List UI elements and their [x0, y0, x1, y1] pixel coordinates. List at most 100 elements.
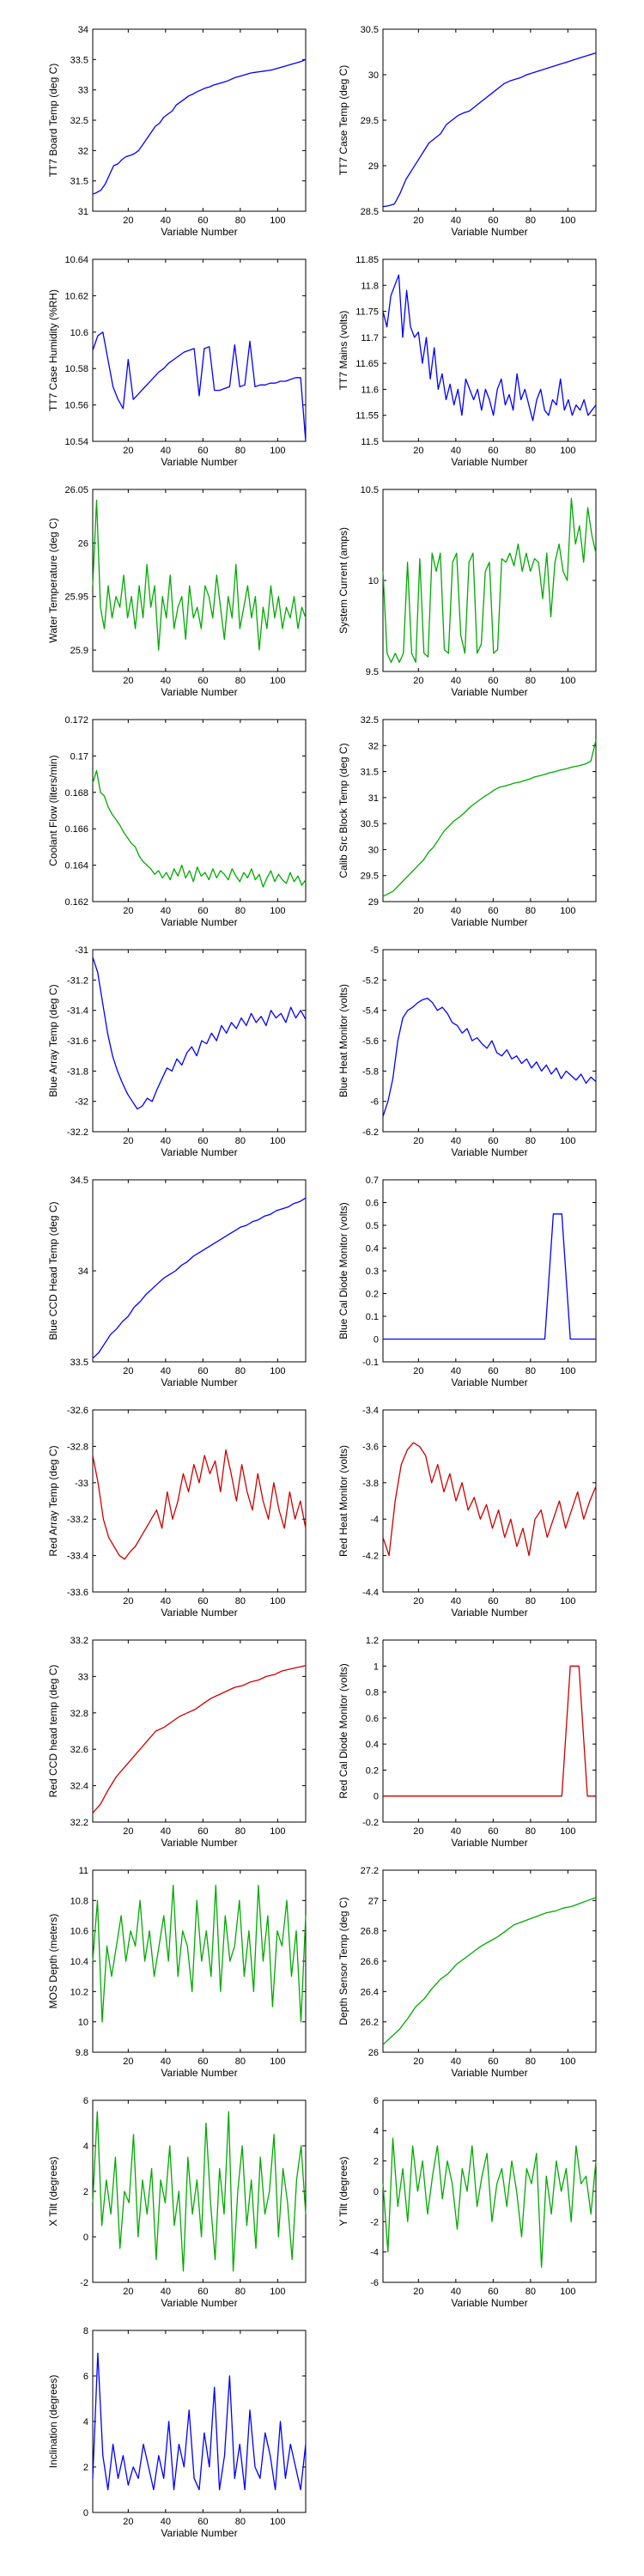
plot-frame	[92, 1179, 307, 1363]
x-tick-label: 60	[197, 1136, 208, 1146]
y-tick-label: -5.4	[362, 1006, 379, 1017]
y-tick-label: 10.58	[64, 364, 88, 374]
x-tick-label: 20	[123, 2517, 133, 2527]
series-line	[382, 274, 597, 422]
plot-frame	[92, 1869, 307, 2053]
chart-panel-13: -33.6 -33.4 -33.2 -33 -32.8 -32.6 20 40 60 80 100 V…	[47, 1406, 307, 1619]
y-tick-label: -5.8	[362, 1066, 379, 1077]
y-axis-label: Blue CCD Head Temp (deg C)	[47, 1201, 59, 1340]
y-tick-label: 10.6	[70, 1927, 88, 1937]
x-axis-label: Variable Number	[161, 2297, 237, 2309]
y-tick-label: 10	[368, 576, 379, 586]
plot-frame	[382, 1869, 597, 2053]
x-tick-label: 40	[451, 1136, 461, 1146]
y-tick-label: 0.8	[366, 1688, 379, 1698]
y-tick-label: 30	[368, 70, 379, 81]
x-tick-label: 80	[526, 1136, 536, 1146]
y-tick-label: -4	[370, 1515, 379, 1525]
y-tick-label: 26.4	[361, 1987, 379, 1997]
x-tick-label: 20	[413, 216, 423, 226]
x-tick-label: 60	[197, 1826, 208, 1837]
series-line	[382, 997, 597, 1117]
plot-frame	[382, 1409, 597, 1593]
y-tick-label: 32	[78, 146, 88, 156]
y-tick-label: -3.4	[362, 1406, 379, 1416]
y-tick-label: 0.6	[366, 1199, 379, 1209]
y-tick-label: 26.2	[361, 2018, 379, 2028]
chart-panel-21: 0 2 4 6 8 20 40 60 80 100 Variable Number Inclinati…	[47, 2326, 307, 2539]
x-tick-label: 60	[488, 2287, 498, 2297]
x-tick-label: 100	[560, 906, 575, 916]
y-tick-label: 26	[78, 538, 88, 549]
x-tick-label: 20	[123, 216, 133, 226]
series-line	[92, 1197, 307, 1359]
x-axis-label: Variable Number	[161, 1376, 237, 1388]
x-tick-label: 40	[161, 2287, 171, 2297]
y-tick-label: -32.2	[67, 1127, 88, 1138]
x-tick-label: 20	[123, 676, 133, 686]
x-tick-label: 100	[270, 1826, 285, 1837]
x-tick-label: 80	[235, 1366, 246, 1376]
y-tick-label: 11.7	[361, 333, 379, 343]
chart-panel-20: -6 -4 -2 0 2 4 6 20 40 60 80 100 Variable Number Y Ti…	[337, 2096, 597, 2309]
x-tick-label: 20	[413, 1366, 423, 1376]
y-tick-label: 29	[368, 161, 379, 172]
y-tick-label: 11.6	[361, 385, 379, 395]
x-axis-label: Variable Number	[161, 1837, 237, 1849]
y-tick-label: -32.8	[67, 1442, 88, 1452]
y-tick-label: -4.2	[362, 1552, 379, 1562]
y-tick-label: -32.6	[67, 1406, 88, 1416]
y-tick-label: 34	[78, 1267, 88, 1277]
x-tick-label: 80	[235, 1136, 246, 1146]
y-tick-label: 6	[374, 2096, 379, 2106]
y-tick-label: -31.8	[67, 1066, 88, 1077]
plot-frame	[92, 489, 307, 672]
series-line	[92, 499, 307, 651]
series-line	[92, 331, 307, 442]
y-axis-label: Depth Sensor Temp (deg C)	[337, 1897, 349, 2025]
x-tick-label: 40	[451, 676, 461, 686]
y-axis-label: Y Tilt (degrees)	[337, 2156, 349, 2226]
chart-panel-16: -0.2 0 0.2 0.4 0.6 0.8 1 1.2 20 40 60 80 100 Variable…	[337, 1636, 597, 1849]
x-tick-label: 60	[488, 1596, 498, 1607]
plot-frame	[92, 719, 307, 902]
series-line	[382, 497, 597, 664]
y-tick-label: 9.5	[366, 667, 379, 677]
y-tick-label: 25.95	[64, 592, 88, 603]
y-tick-label: 10.56	[64, 401, 88, 411]
y-tick-label: -4.4	[362, 1588, 379, 1598]
y-tick-label: -2	[80, 2278, 88, 2288]
x-tick-label: 40	[161, 676, 171, 686]
x-tick-label: 20	[413, 676, 423, 686]
y-tick-label: -31.4	[67, 1006, 88, 1017]
x-tick-label: 20	[123, 446, 133, 456]
x-tick-label: 40	[451, 1596, 461, 1607]
y-tick-label: 30.5	[361, 819, 379, 829]
y-tick-label: 10.2	[70, 1987, 88, 1997]
x-tick-label: 40	[451, 216, 461, 226]
x-tick-label: 60	[488, 1136, 498, 1146]
y-tick-label: -31	[75, 945, 88, 956]
y-tick-label: -3.8	[362, 1479, 379, 1489]
x-tick-label: 100	[270, 1366, 285, 1376]
y-tick-label: 6	[83, 2096, 88, 2106]
x-tick-label: 40	[451, 1366, 461, 1376]
y-tick-label: 4	[83, 2142, 88, 2152]
series-line	[382, 740, 597, 897]
x-tick-label: 20	[123, 1596, 133, 1607]
chart-panel-14: -4.4 -4.2 -4 -3.8 -3.6 -3.4 20 40 60 80 100 Variabl…	[337, 1406, 597, 1619]
x-tick-label: 100	[270, 446, 285, 456]
y-tick-label: 9.8	[76, 2048, 88, 2058]
x-tick-label: 40	[451, 1826, 461, 1837]
chart-panel-2: 28.5 29 29.5 30 30.5 20 40 60 80 100 Variable Numb…	[337, 25, 597, 238]
chart-panel-17: 9.8 10 10.2 10.4 10.6 10.8 11 20 40 60 80 100 Variab…	[47, 1866, 307, 2079]
x-tick-label: 60	[488, 676, 498, 686]
y-tick-label: -0.1	[362, 1358, 379, 1368]
y-tick-label: -6	[370, 2278, 379, 2288]
y-axis-label: MOS Depth (meters)	[47, 1914, 59, 2009]
y-tick-label: 33	[78, 1672, 88, 1682]
x-tick-label: 100	[560, 2287, 575, 2297]
y-tick-label: 32.8	[70, 1709, 88, 1719]
x-axis-label: Variable Number	[451, 2067, 527, 2079]
x-tick-label: 20	[123, 1136, 133, 1146]
